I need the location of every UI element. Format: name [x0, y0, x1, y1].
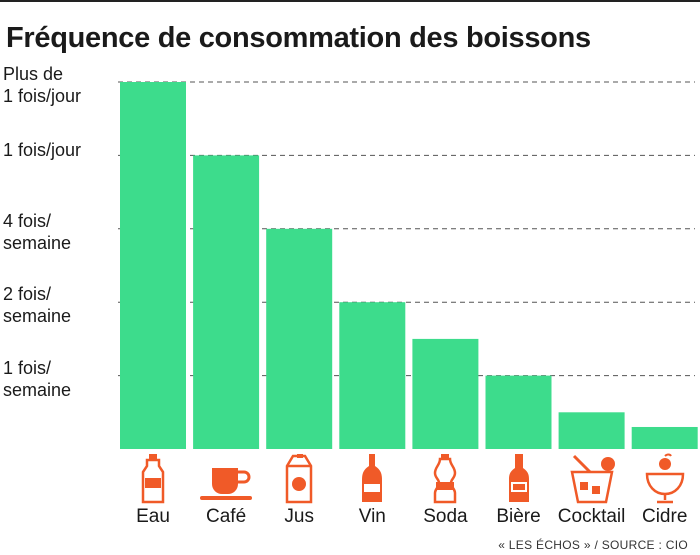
y-tick-label: 4 fois/semaine [3, 210, 115, 254]
y-tick-label: Plus de 1 fois/jour [3, 63, 115, 107]
cocktail-glass-icon [562, 452, 622, 504]
bar-café [193, 155, 260, 449]
water-bottle-icon [123, 452, 183, 504]
category-label: Jus [284, 506, 314, 527]
bar-vin [339, 302, 406, 449]
bar-bière [485, 375, 552, 449]
wine-bottle-icon [342, 452, 402, 504]
category-label: Eau [136, 506, 170, 527]
y-tick-label-line: semaine [3, 232, 72, 253]
y-tick-label-line: Plus de [3, 64, 64, 84]
y-tick-label-line: semaine [3, 306, 72, 327]
bar-soda [412, 338, 479, 449]
category-label: Café [206, 506, 247, 527]
y-tick-label-line: 1 fois/jour [3, 86, 82, 106]
beer-bottle-icon [489, 452, 549, 504]
bar-cidre [631, 426, 698, 449]
y-tick-label-line: 1 fois/jour [3, 140, 82, 161]
y-tick-label-line: 2 fois/ [3, 284, 52, 305]
category-label: Soda [423, 506, 468, 527]
category-label: Cidre [641, 506, 688, 527]
category-label: Vin [358, 506, 386, 527]
y-tick-label-line: semaine [3, 379, 72, 400]
bar-eau [120, 82, 186, 449]
y-tick-label-line: 1 fois/ [3, 357, 52, 378]
bar-jus [266, 228, 333, 449]
coffee-cup-icon [196, 452, 256, 504]
y-tick-label-line: 4 fois/ [3, 210, 52, 231]
top-rule [0, 0, 700, 2]
chart-title: Fréquence de consommation des boissons [6, 22, 591, 54]
y-tick-label: 1 fois/jour [3, 139, 115, 161]
category-label: Bière [496, 506, 541, 527]
category-label: Cocktail [557, 506, 626, 527]
cider-glass-icon [635, 452, 695, 504]
y-tick-label: 1 fois/semaine [3, 357, 115, 401]
y-tick-label: 2 fois/semaine [3, 283, 115, 327]
source-credit: « LES ÉCHOS » / SOURCE : CIO [498, 538, 688, 552]
soda-bottle-icon [415, 452, 475, 504]
bar-cocktail [558, 412, 625, 449]
juice-carton-icon [269, 452, 329, 504]
